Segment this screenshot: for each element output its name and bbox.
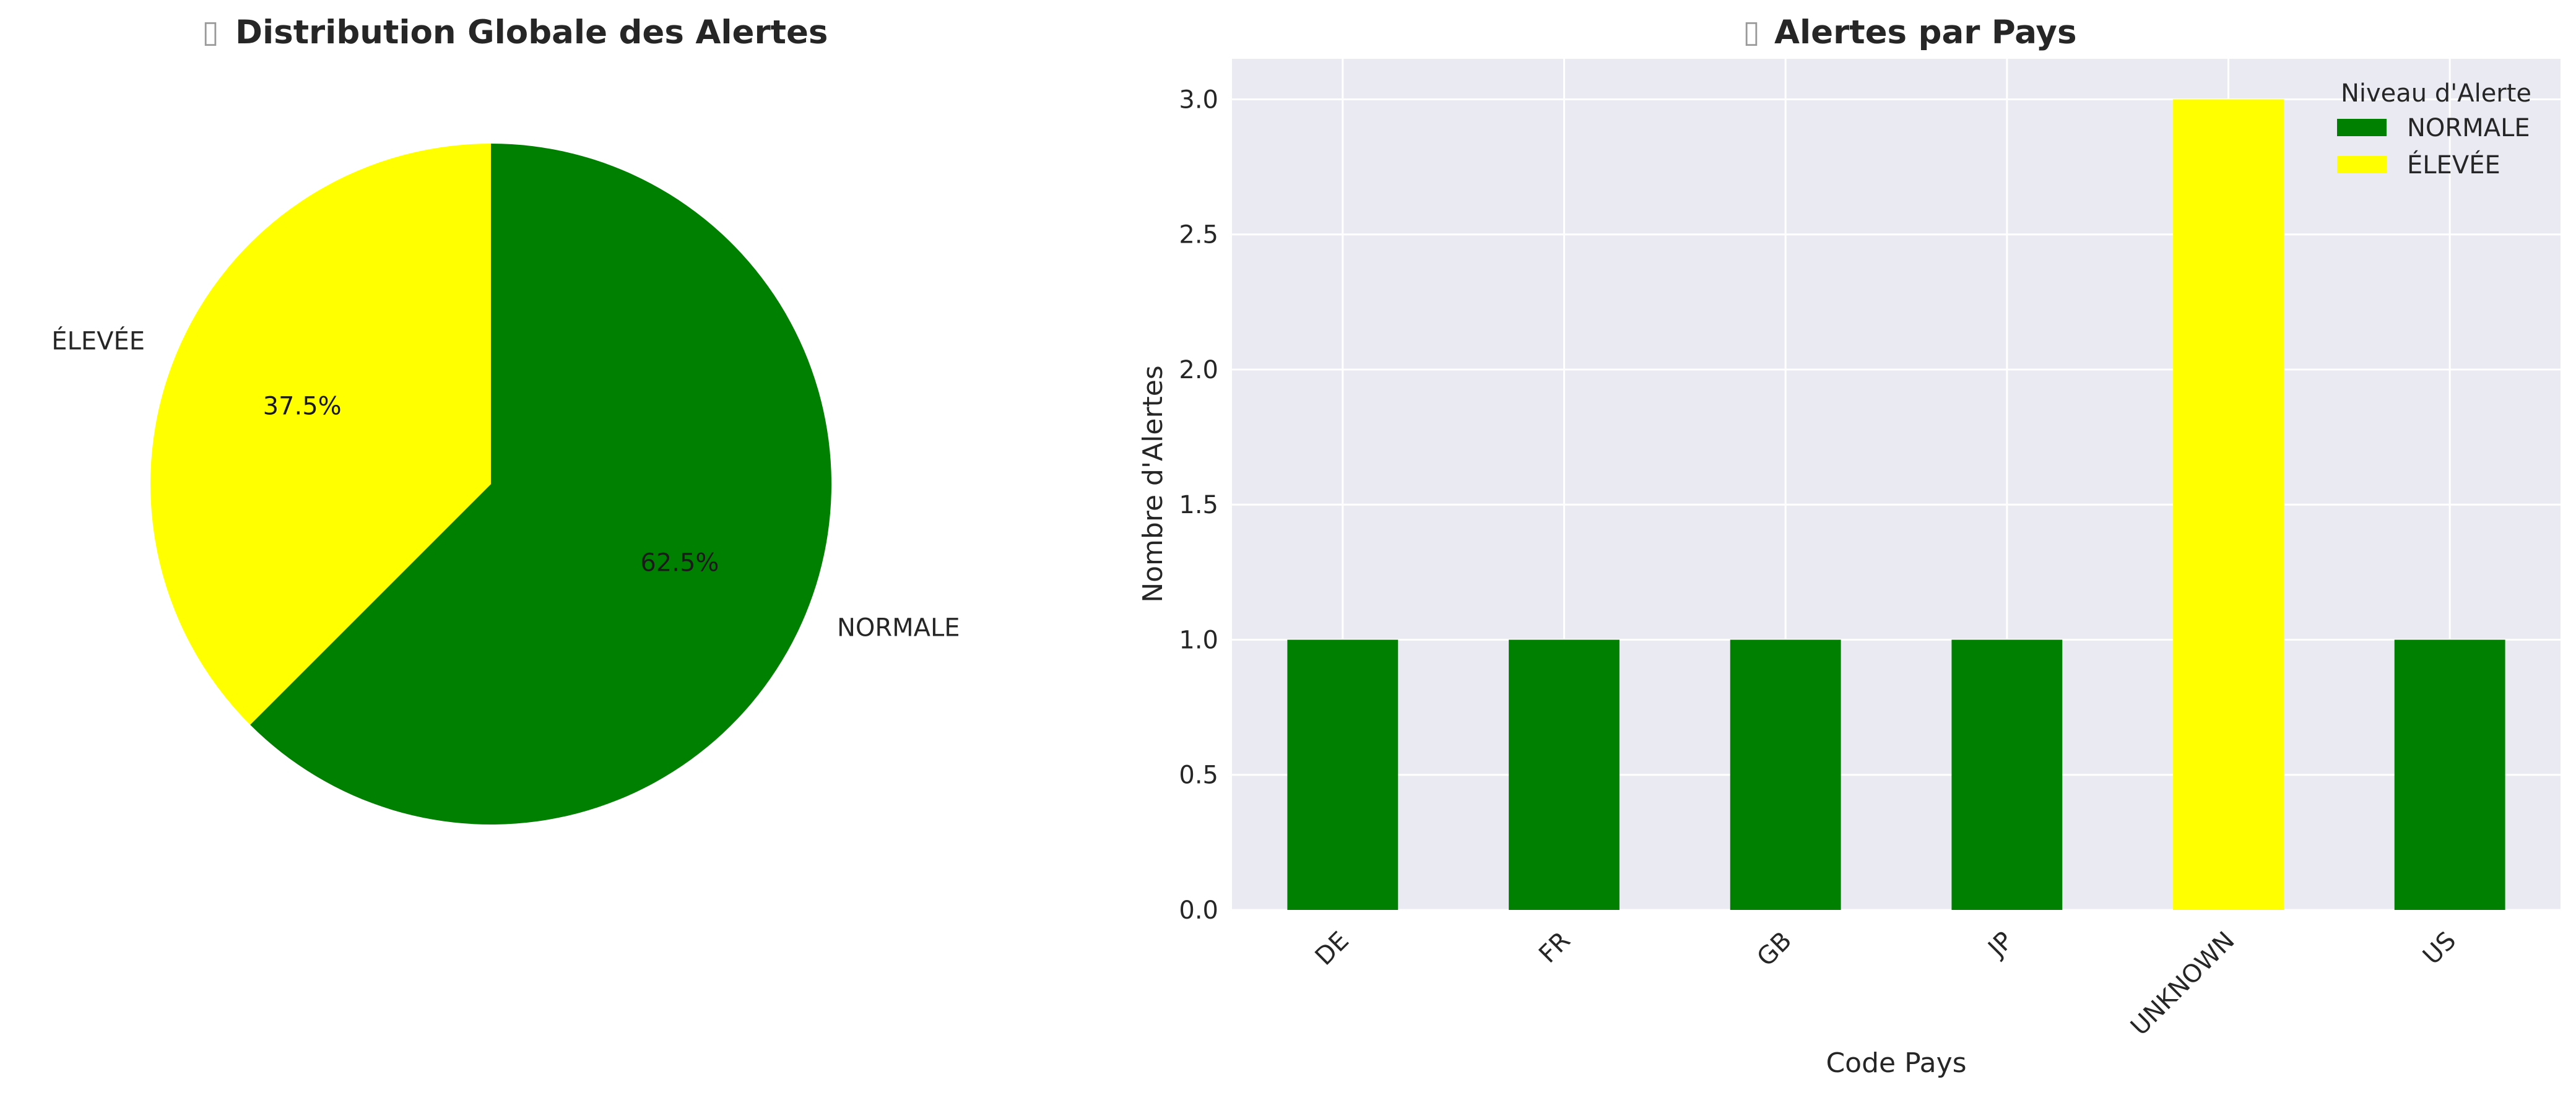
pie-title-icon: ▯	[202, 14, 219, 50]
x-tick-label: UNKNOWN	[2125, 927, 2240, 1041]
legend: Niveau d'Alerte NORMALE ÉLEVÉE	[2337, 79, 2531, 180]
bar-jp-normale	[1951, 639, 2063, 910]
x-tick-label: FR	[1533, 927, 1576, 969]
legend-title: Niveau d'Alerte	[2341, 79, 2531, 108]
y-tick-label: 2.0	[1179, 356, 1218, 384]
y-tick-label: 1.5	[1179, 491, 1218, 519]
x-tick-label: JP	[1982, 927, 2019, 964]
x-tick-label: GB	[1751, 927, 1797, 972]
bar-de-normale	[1287, 639, 1399, 910]
x-axis-label: Code Pays	[1826, 1047, 1966, 1079]
pie-percent-label: 37.5%	[263, 392, 342, 421]
bar-us-normale	[2394, 639, 2505, 910]
y-tick-label: 0.0	[1179, 896, 1218, 925]
plot-area	[1232, 59, 2561, 910]
y-tick-label: 1.0	[1179, 626, 1218, 654]
pie-slice-1	[250, 144, 831, 824]
x-tick-label: DE	[1310, 927, 1355, 971]
y-tick-label: 2.5	[1179, 221, 1218, 249]
legend-label: ÉLEVÉE	[2407, 150, 2500, 180]
x-tick-label: US	[2418, 927, 2461, 971]
bar-chart: ▯ Alertes par Pays 0.0 0.5 1.0 1.5 2.0 2.5 3.0…	[1137, 14, 2561, 1079]
y-tick-label: 0.5	[1179, 761, 1218, 790]
pie-chart: ▯ Distribution Globale des Alertes 62.5%…	[51, 14, 960, 824]
pie-slice-label: NORMALE	[837, 614, 960, 643]
pie-title: Distribution Globale des Alertes	[235, 14, 828, 51]
bar-unknown-elevee	[2173, 99, 2284, 910]
legend-swatch-2	[2337, 156, 2387, 173]
pie-slice-2	[150, 144, 491, 725]
y-tick-label: 3.0	[1179, 85, 1218, 114]
legend-label: NORMALE	[2407, 114, 2530, 142]
bar-title: Alertes par Pays	[1774, 14, 2077, 51]
pie-slice-label: ÉLEVÉE	[51, 326, 145, 355]
y-axis-label: Nombre d'Alertes	[1137, 365, 1169, 603]
legend-swatch-1	[2337, 119, 2387, 136]
bar-title-icon: ▯	[1743, 14, 1760, 50]
bar-fr-normale	[1509, 639, 1620, 910]
pie-percent-label: 62.5%	[640, 548, 719, 577]
bar-gb-normale	[1730, 639, 1841, 910]
